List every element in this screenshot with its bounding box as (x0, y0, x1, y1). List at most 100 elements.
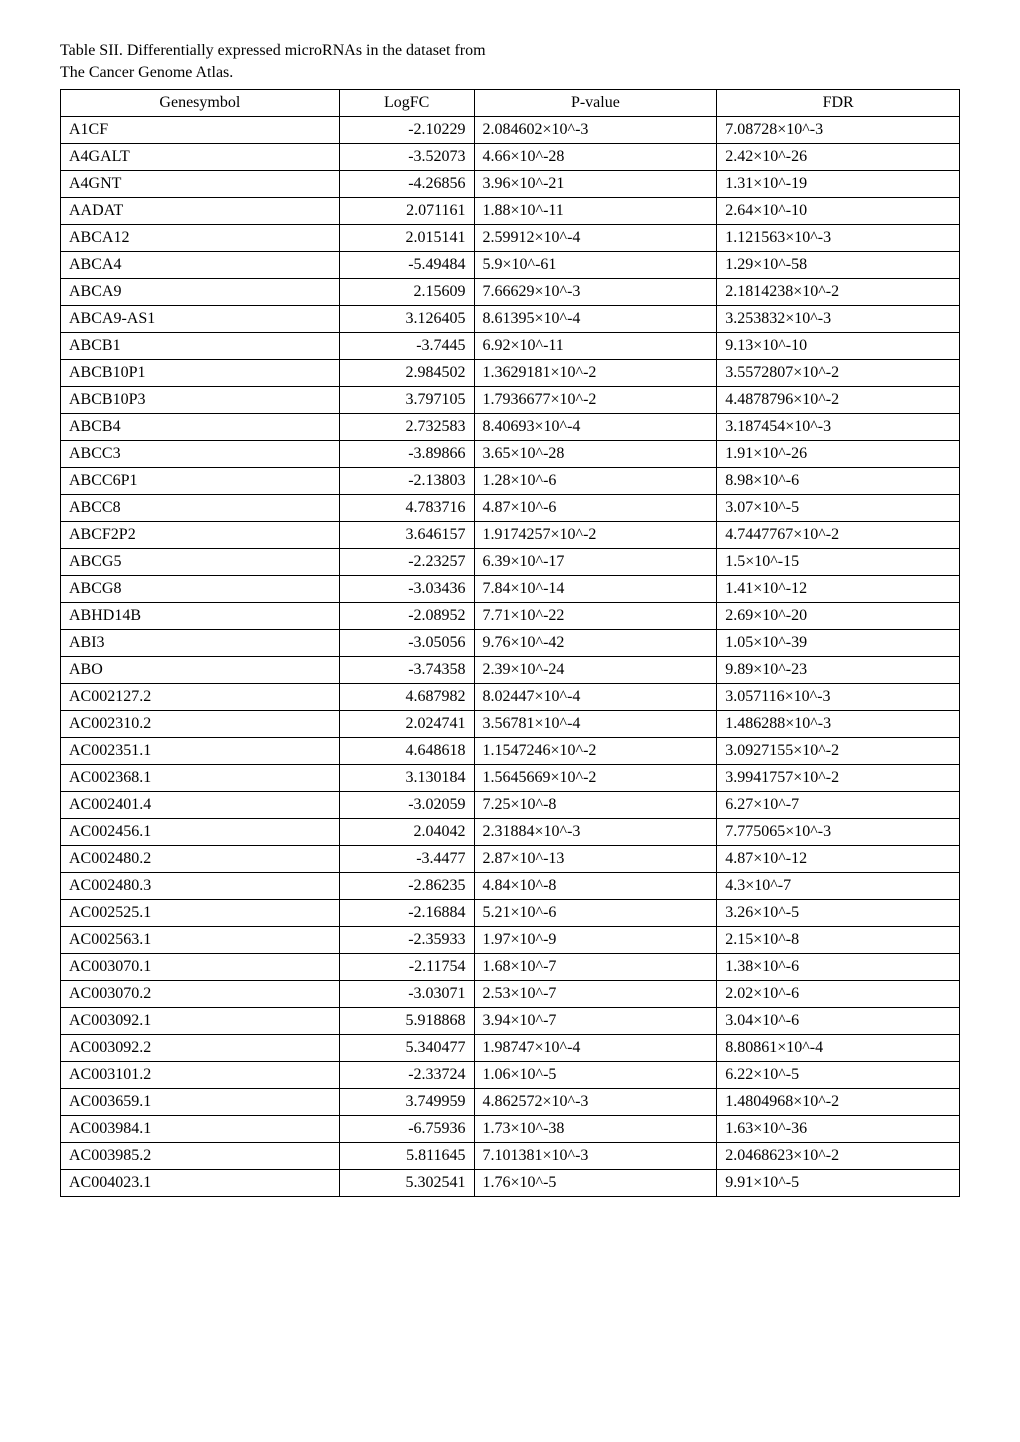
table-row: ABCC3-3.898663.65×10^-281.91×10^-26 (61, 440, 960, 467)
cell-genesymbol: AC002480.2 (61, 845, 340, 872)
cell-pvalue: 3.56781×10^-4 (474, 710, 717, 737)
table-row: AADAT2.0711611.88×10^-112.64×10^-10 (61, 197, 960, 224)
cell-fdr: 1.29×10^-58 (717, 251, 960, 278)
cell-fdr: 2.1814238×10^-2 (717, 278, 960, 305)
cell-genesymbol: AC002310.2 (61, 710, 340, 737)
cell-fdr: 3.057116×10^-3 (717, 683, 960, 710)
table-row: AC002480.2-3.44772.87×10^-134.87×10^-12 (61, 845, 960, 872)
table-row: AC002310.22.0247413.56781×10^-41.486288×… (61, 710, 960, 737)
cell-fdr: 3.07×10^-5 (717, 494, 960, 521)
cell-fdr: 3.0927155×10^-2 (717, 737, 960, 764)
cell-logfc: -3.52073 (339, 143, 474, 170)
cell-fdr: 9.91×10^-5 (717, 1169, 960, 1196)
cell-genesymbol: ABCB4 (61, 413, 340, 440)
table-row: AC003101.2-2.337241.06×10^-56.22×10^-5 (61, 1061, 960, 1088)
table-row: ABCF2P23.6461571.9174257×10^-24.7447767×… (61, 521, 960, 548)
cell-genesymbol: ABCA9 (61, 278, 340, 305)
table-row: A1CF-2.102292.084602×10^-37.08728×10^-3 (61, 116, 960, 143)
table-caption: Table SII. Differentially expressed micr… (60, 40, 960, 85)
cell-fdr: 2.69×10^-20 (717, 602, 960, 629)
cell-genesymbol: AC002351.1 (61, 737, 340, 764)
cell-genesymbol: AC002368.1 (61, 764, 340, 791)
cell-logfc: -3.03436 (339, 575, 474, 602)
cell-pvalue: 1.88×10^-11 (474, 197, 717, 224)
caption-line-1: Table SII. Differentially expressed micr… (60, 42, 486, 59)
cell-logfc: 3.646157 (339, 521, 474, 548)
table-row: AC002351.14.6486181.1547246×10^-23.09271… (61, 737, 960, 764)
table-row: ABCB10P12.9845021.3629181×10^-23.5572807… (61, 359, 960, 386)
cell-fdr: 3.253832×10^-3 (717, 305, 960, 332)
cell-genesymbol: AC003092.1 (61, 1007, 340, 1034)
table-row: AC002368.13.1301841.5645669×10^-23.99417… (61, 764, 960, 791)
cell-pvalue: 7.71×10^-22 (474, 602, 717, 629)
data-table: Genesymbol LogFC P-value FDR A1CF-2.1022… (60, 89, 960, 1197)
table-row: AC003070.1-2.117541.68×10^-71.38×10^-6 (61, 953, 960, 980)
cell-pvalue: 2.53×10^-7 (474, 980, 717, 1007)
cell-logfc: -2.23257 (339, 548, 474, 575)
table-row: ABCG5-2.232576.39×10^-171.5×10^-15 (61, 548, 960, 575)
cell-genesymbol: ABCB10P1 (61, 359, 340, 386)
cell-pvalue: 7.84×10^-14 (474, 575, 717, 602)
cell-pvalue: 4.87×10^-6 (474, 494, 717, 521)
cell-fdr: 2.42×10^-26 (717, 143, 960, 170)
cell-pvalue: 5.9×10^-61 (474, 251, 717, 278)
cell-fdr: 9.13×10^-10 (717, 332, 960, 359)
cell-logfc: -3.03071 (339, 980, 474, 1007)
cell-logfc: 2.015141 (339, 224, 474, 251)
cell-genesymbol: ABCA12 (61, 224, 340, 251)
cell-pvalue: 4.66×10^-28 (474, 143, 717, 170)
cell-logfc: -3.4477 (339, 845, 474, 872)
cell-genesymbol: AC003985.2 (61, 1142, 340, 1169)
table-row: ABCG8-3.034367.84×10^-141.41×10^-12 (61, 575, 960, 602)
cell-fdr: 1.4804968×10^-2 (717, 1088, 960, 1115)
cell-fdr: 1.121563×10^-3 (717, 224, 960, 251)
cell-pvalue: 6.39×10^-17 (474, 548, 717, 575)
cell-genesymbol: A4GNT (61, 170, 340, 197)
cell-genesymbol: AC003659.1 (61, 1088, 340, 1115)
cell-fdr: 4.87×10^-12 (717, 845, 960, 872)
table-row: ABCB1-3.74456.92×10^-119.13×10^-10 (61, 332, 960, 359)
cell-pvalue: 1.3629181×10^-2 (474, 359, 717, 386)
cell-fdr: 4.4878796×10^-2 (717, 386, 960, 413)
cell-pvalue: 1.73×10^-38 (474, 1115, 717, 1142)
table-row: ABHD14B-2.089527.71×10^-222.69×10^-20 (61, 602, 960, 629)
cell-genesymbol: A1CF (61, 116, 340, 143)
cell-pvalue: 2.59912×10^-4 (474, 224, 717, 251)
cell-pvalue: 1.1547246×10^-2 (474, 737, 717, 764)
cell-fdr: 1.91×10^-26 (717, 440, 960, 467)
cell-logfc: 3.749959 (339, 1088, 474, 1115)
cell-pvalue: 1.98747×10^-4 (474, 1034, 717, 1061)
cell-logfc: -2.13803 (339, 467, 474, 494)
header-fdr: FDR (717, 89, 960, 116)
cell-fdr: 2.02×10^-6 (717, 980, 960, 1007)
cell-logfc: -3.7445 (339, 332, 474, 359)
table-row: ABCA9-AS13.1264058.61395×10^-43.253832×1… (61, 305, 960, 332)
cell-pvalue: 1.7936677×10^-2 (474, 386, 717, 413)
cell-logfc: 2.984502 (339, 359, 474, 386)
cell-genesymbol: AC003070.1 (61, 953, 340, 980)
cell-fdr: 6.27×10^-7 (717, 791, 960, 818)
cell-fdr: 6.22×10^-5 (717, 1061, 960, 1088)
cell-logfc: -3.05056 (339, 629, 474, 656)
cell-genesymbol: AADAT (61, 197, 340, 224)
cell-logfc: 5.340477 (339, 1034, 474, 1061)
cell-logfc: -3.89866 (339, 440, 474, 467)
table-row: ABO-3.743582.39×10^-249.89×10^-23 (61, 656, 960, 683)
cell-logfc: -2.86235 (339, 872, 474, 899)
cell-pvalue: 1.28×10^-6 (474, 467, 717, 494)
cell-logfc: -2.10229 (339, 116, 474, 143)
cell-logfc: 3.130184 (339, 764, 474, 791)
cell-logfc: -2.08952 (339, 602, 474, 629)
cell-genesymbol: AC003070.2 (61, 980, 340, 1007)
cell-pvalue: 1.68×10^-7 (474, 953, 717, 980)
cell-fdr: 1.63×10^-36 (717, 1115, 960, 1142)
cell-fdr: 3.187454×10^-3 (717, 413, 960, 440)
cell-genesymbol: AC002456.1 (61, 818, 340, 845)
cell-fdr: 9.89×10^-23 (717, 656, 960, 683)
cell-genesymbol: AC002480.3 (61, 872, 340, 899)
table-row: A4GALT-3.520734.66×10^-282.42×10^-26 (61, 143, 960, 170)
cell-logfc: -4.26856 (339, 170, 474, 197)
cell-pvalue: 9.76×10^-42 (474, 629, 717, 656)
table-row: AC002127.24.6879828.02447×10^-43.057116×… (61, 683, 960, 710)
table-row: AC003092.25.3404771.98747×10^-48.80861×1… (61, 1034, 960, 1061)
